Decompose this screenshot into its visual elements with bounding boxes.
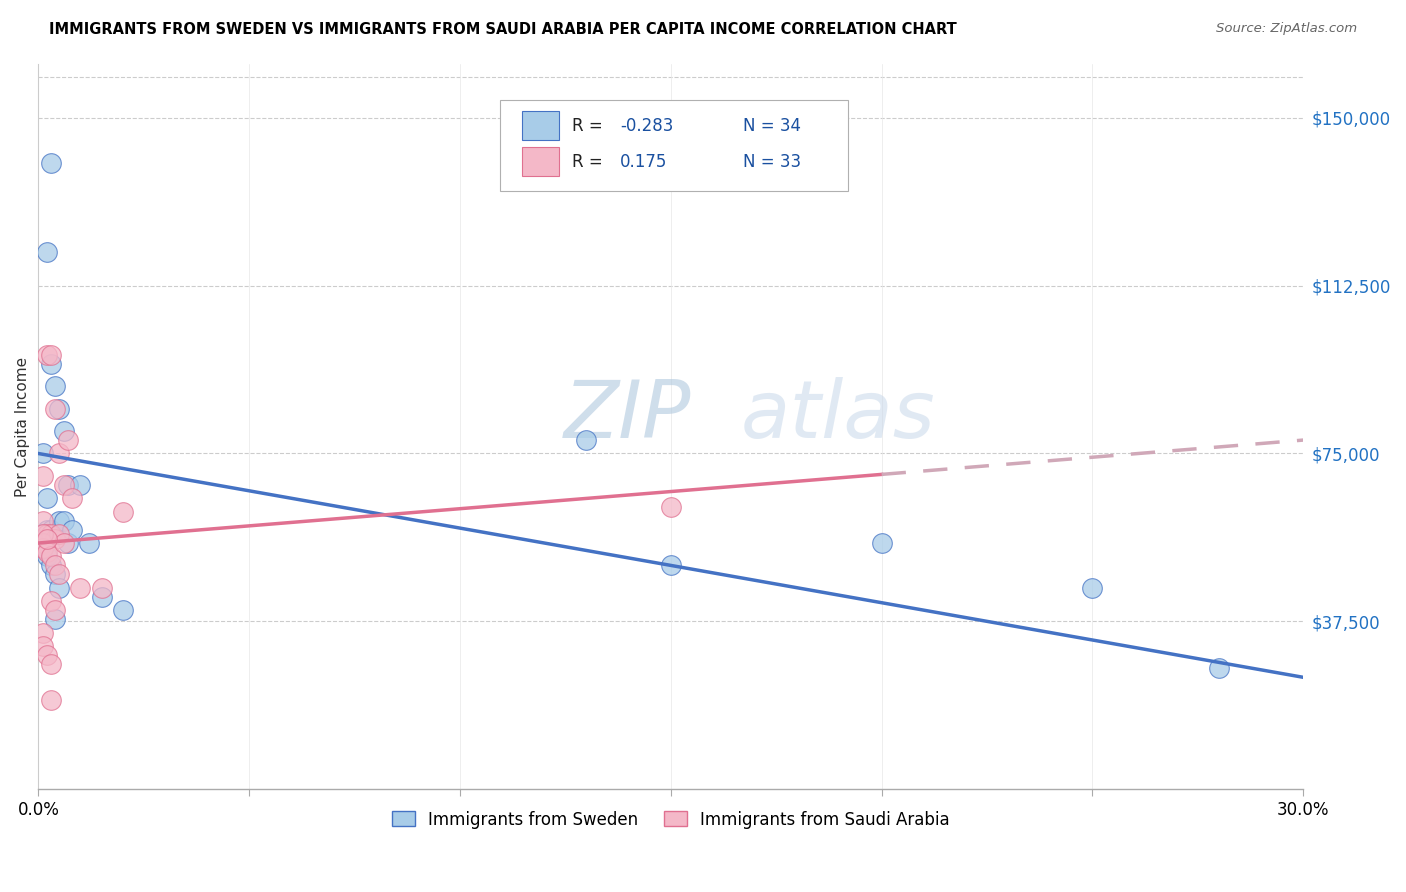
Point [31,536,53,550]
Point [39,357,62,371]
FancyBboxPatch shape [501,100,848,191]
Text: R =: R = [572,153,609,171]
Text: atlas: atlas [741,376,935,455]
Point [1208,661,1230,675]
Point [44,527,66,541]
Text: ZIP: ZIP [564,376,690,455]
FancyBboxPatch shape [522,147,560,177]
Point [35,545,58,559]
Point [90,581,112,595]
Point [48,446,70,460]
Point [39,692,62,706]
Point [35,648,58,662]
Point [35,523,58,537]
Point [52,536,75,550]
Point [48,514,70,528]
Point [44,532,66,546]
Point [31,446,53,460]
Point [31,527,53,541]
Point [35,532,58,546]
Point [52,514,75,528]
Point [56,433,79,447]
Point [659,558,682,573]
Point [39,558,62,573]
Text: Source: ZipAtlas.com: Source: ZipAtlas.com [1216,22,1357,36]
Point [31,541,53,555]
Point [31,514,53,528]
Point [90,590,112,604]
Point [52,478,75,492]
Text: N = 33: N = 33 [742,153,801,171]
Point [60,523,83,537]
Text: -0.283: -0.283 [620,117,673,135]
Point [31,536,53,550]
Point [31,468,53,483]
Text: N = 34: N = 34 [742,117,801,135]
Point [56,478,79,492]
Point [60,491,83,506]
Point [35,491,58,506]
Point [39,527,62,541]
Point [52,424,75,438]
Point [35,348,58,362]
Point [35,245,58,260]
Point [1081,581,1104,595]
Point [56,536,79,550]
Point [48,527,70,541]
Y-axis label: Per Capita Income: Per Capita Income [15,357,30,497]
Point [44,401,66,416]
Point [39,155,62,169]
Point [659,500,682,515]
Point [69,581,91,595]
Text: R =: R = [572,117,609,135]
Point [48,401,70,416]
Legend: Immigrants from Sweden, Immigrants from Saudi Arabia: Immigrants from Sweden, Immigrants from … [385,804,956,835]
Text: 0.175: 0.175 [620,153,668,171]
Point [31,541,53,555]
Point [44,603,66,617]
Point [39,348,62,362]
Point [31,625,53,640]
Point [35,549,58,564]
Point [111,505,134,519]
Point [870,536,893,550]
Point [111,603,134,617]
Point [69,478,91,492]
Point [39,523,62,537]
Point [39,549,62,564]
Point [44,379,66,393]
Point [44,567,66,582]
Point [39,594,62,608]
Point [48,567,70,582]
Point [31,532,53,546]
Point [77,536,100,550]
FancyBboxPatch shape [522,112,560,140]
Point [31,639,53,653]
Point [48,581,70,595]
Point [35,527,58,541]
Point [44,558,66,573]
Point [575,433,598,447]
Text: IMMIGRANTS FROM SWEDEN VS IMMIGRANTS FROM SAUDI ARABIA PER CAPITA INCOME CORRELA: IMMIGRANTS FROM SWEDEN VS IMMIGRANTS FRO… [49,22,957,37]
Point [31,527,53,541]
Point [39,657,62,671]
Point [44,612,66,626]
